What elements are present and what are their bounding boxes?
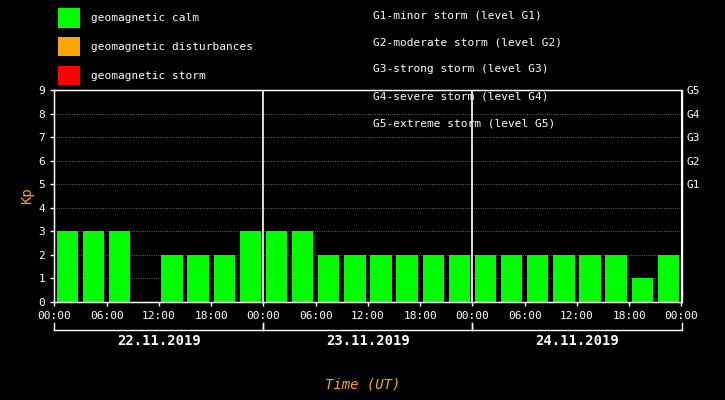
Text: geomagnetic storm: geomagnetic storm: [91, 70, 205, 81]
Bar: [344, 255, 365, 302]
Bar: [318, 255, 339, 302]
Text: 23.11.2019: 23.11.2019: [326, 334, 410, 348]
Bar: [631, 278, 653, 302]
Text: G4-severe storm (level G4): G4-severe storm (level G4): [373, 92, 549, 102]
Bar: [57, 231, 78, 302]
Text: 22.11.2019: 22.11.2019: [117, 334, 201, 348]
Bar: [397, 255, 418, 302]
Bar: [370, 255, 392, 302]
Bar: [292, 231, 313, 302]
Bar: [527, 255, 549, 302]
Bar: [266, 231, 287, 302]
Bar: [423, 255, 444, 302]
Bar: [501, 255, 523, 302]
Text: Time (UT): Time (UT): [325, 377, 400, 391]
Bar: [605, 255, 627, 302]
Bar: [161, 255, 183, 302]
Text: 24.11.2019: 24.11.2019: [535, 334, 619, 348]
Bar: [187, 255, 209, 302]
Text: G3-strong storm (level G3): G3-strong storm (level G3): [373, 64, 549, 74]
Text: geomagnetic disturbances: geomagnetic disturbances: [91, 42, 252, 52]
Bar: [240, 231, 261, 302]
Bar: [83, 231, 104, 302]
Bar: [109, 231, 130, 302]
Bar: [553, 255, 575, 302]
Text: G5-extreme storm (level G5): G5-extreme storm (level G5): [373, 119, 555, 129]
Bar: [449, 255, 470, 302]
Bar: [213, 255, 235, 302]
Text: G1-minor storm (level G1): G1-minor storm (level G1): [373, 10, 542, 20]
Y-axis label: Kp: Kp: [20, 188, 34, 204]
Bar: [475, 255, 496, 302]
Text: G2-moderate storm (level G2): G2-moderate storm (level G2): [373, 37, 563, 47]
Text: geomagnetic calm: geomagnetic calm: [91, 13, 199, 23]
Bar: [658, 255, 679, 302]
Bar: [579, 255, 601, 302]
